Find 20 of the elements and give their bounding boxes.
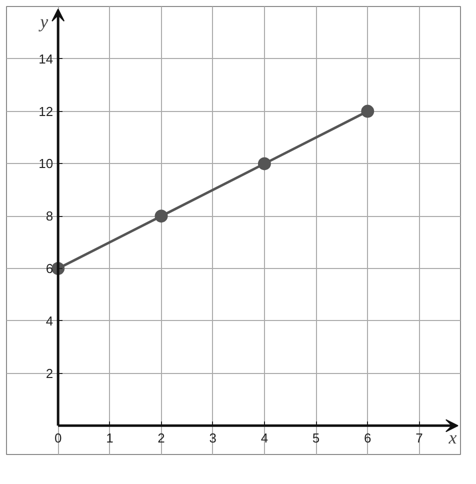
x-tick-label: 2	[158, 430, 165, 446]
point	[361, 104, 374, 118]
x-tick-label: 1	[106, 430, 114, 446]
point	[154, 210, 168, 223]
point	[258, 157, 271, 170]
x-axis-title: x	[448, 428, 457, 448]
y-tick-label: 12	[38, 104, 54, 119]
y-tick-label: 14	[38, 51, 54, 66]
x-tick-label: 6	[364, 430, 372, 446]
y-tick-label: 8	[46, 208, 54, 224]
x-tick-label: 0	[54, 430, 62, 446]
x-tick-label: 4	[260, 430, 268, 446]
x-tick-label: 3	[209, 430, 216, 446]
y-tick-label: 4	[46, 313, 54, 328]
y-tick-label: 6	[46, 260, 54, 276]
y-tick-label: 2	[46, 366, 54, 381]
x-tick-label: 5	[312, 430, 320, 446]
y-axis-title: y	[38, 12, 48, 32]
x-tick-label: 7	[416, 430, 423, 446]
y-tick-label: 10	[38, 156, 54, 172]
